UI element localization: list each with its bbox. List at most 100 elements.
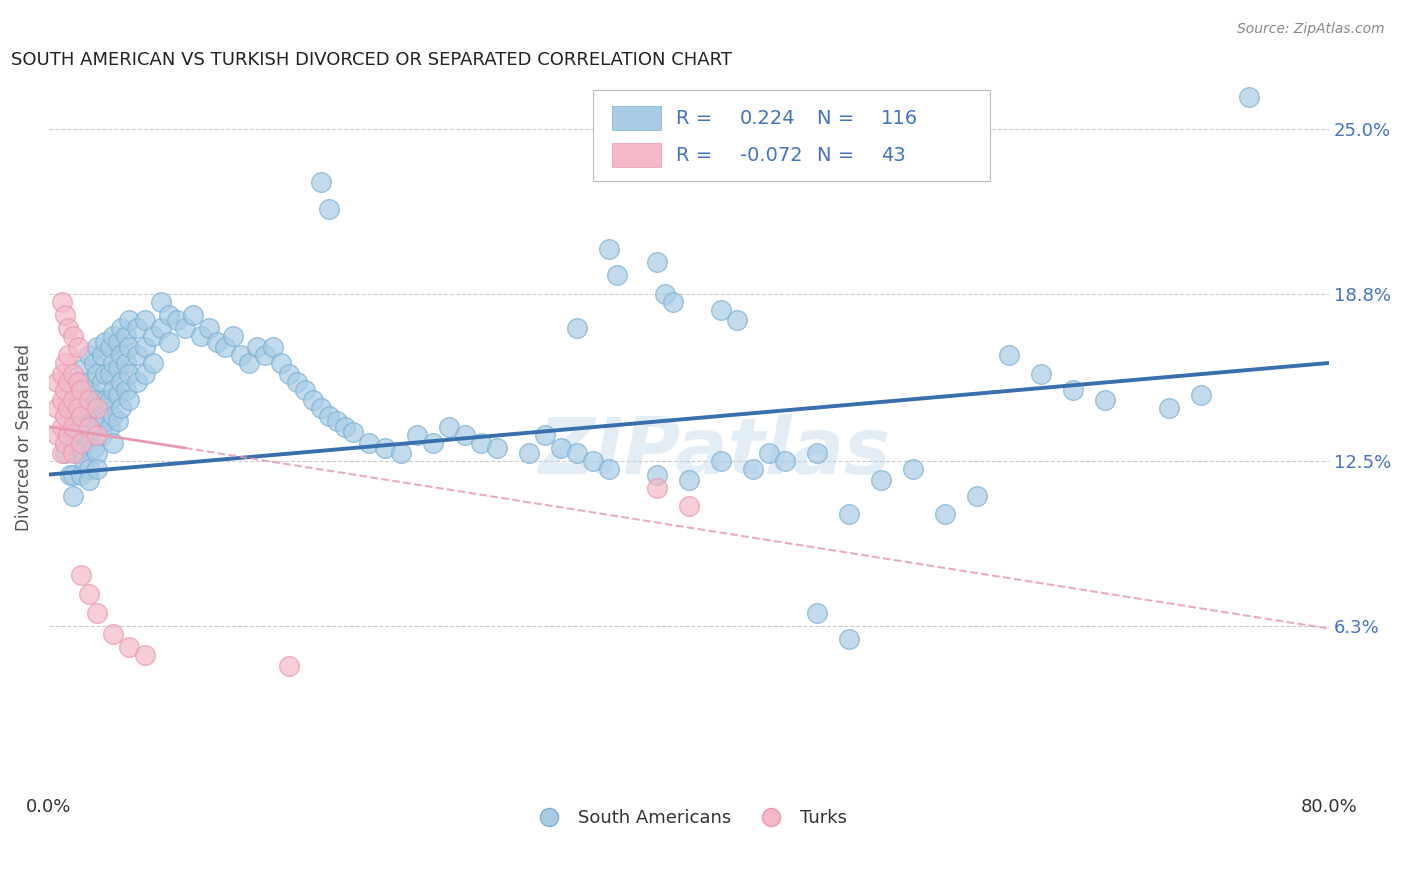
Point [966, 489, 988, 503]
Point [73, 454, 96, 468]
Point [134, 340, 156, 354]
Point [56, 348, 79, 362]
Point [53, 409, 76, 423]
Point [598, 462, 620, 476]
Point [110, 321, 132, 335]
Point [114, 329, 136, 343]
Point [107, 361, 129, 376]
Point [101, 329, 124, 343]
Point [517, 446, 540, 460]
Point [662, 294, 685, 309]
Text: R =: R = [676, 109, 718, 128]
Point [645, 467, 668, 482]
Point [51, 367, 73, 381]
Point [166, 313, 188, 327]
Text: R =: R = [676, 146, 718, 165]
Point [125, 321, 148, 335]
Point [98, 393, 121, 408]
Point [70, 414, 93, 428]
Point [94, 393, 117, 408]
Point [101, 435, 124, 450]
Point [62, 419, 84, 434]
Point [318, 409, 340, 423]
Point [125, 375, 148, 389]
Point [73, 361, 96, 376]
Point [77, 419, 100, 434]
Point [598, 242, 620, 256]
Point [678, 473, 700, 487]
Point [342, 425, 364, 439]
Point [77, 393, 100, 408]
Point [1094, 393, 1116, 408]
Point [1237, 90, 1260, 104]
Point [86, 446, 108, 460]
Point [742, 462, 765, 476]
Point [86, 340, 108, 354]
Point [70, 441, 93, 455]
Point [110, 375, 132, 389]
Point [285, 375, 308, 389]
Point [278, 658, 301, 673]
Point [94, 367, 117, 381]
Point [94, 414, 117, 428]
Point [90, 401, 112, 416]
Text: 43: 43 [882, 146, 905, 165]
Point [101, 409, 124, 423]
Point [56, 375, 79, 389]
Point [725, 313, 748, 327]
Point [710, 454, 733, 468]
Point [125, 348, 148, 362]
Point [66, 375, 89, 389]
Point [253, 348, 276, 362]
Point [77, 587, 100, 601]
Point [70, 568, 93, 582]
Point [83, 356, 105, 370]
Point [389, 446, 412, 460]
Point [53, 356, 76, 370]
Point [101, 627, 124, 641]
FancyBboxPatch shape [612, 144, 661, 168]
Point [174, 321, 197, 335]
Point [101, 356, 124, 370]
Point [678, 500, 700, 514]
Point [550, 441, 572, 455]
Point [582, 454, 605, 468]
Point [838, 632, 860, 647]
Point [758, 446, 780, 460]
Point [86, 393, 108, 408]
Point [66, 340, 89, 354]
Point [101, 383, 124, 397]
Point [53, 308, 76, 322]
Point [77, 435, 100, 450]
Text: ZIPatlas: ZIPatlas [538, 414, 890, 490]
Point [51, 294, 73, 309]
Point [214, 340, 236, 354]
Point [246, 340, 269, 354]
Point [90, 427, 112, 442]
Point [205, 334, 228, 349]
Point [107, 388, 129, 402]
Point [806, 606, 828, 620]
Point [110, 348, 132, 362]
Point [46, 375, 69, 389]
Point [110, 401, 132, 416]
Point [90, 375, 112, 389]
Point [98, 340, 121, 354]
Text: SOUTH AMERICAN VS TURKISH DIVORCED OR SEPARATED CORRELATION CHART: SOUTH AMERICAN VS TURKISH DIVORCED OR SE… [11, 51, 731, 69]
Point [1157, 401, 1180, 416]
Point [62, 441, 84, 455]
Point [302, 393, 325, 408]
Point [606, 268, 628, 283]
Point [62, 329, 84, 343]
Point [77, 462, 100, 476]
Point [70, 383, 93, 397]
Point [94, 334, 117, 349]
Point [118, 640, 141, 655]
Point [406, 427, 429, 442]
Point [66, 414, 89, 428]
Point [77, 375, 100, 389]
Point [86, 401, 108, 416]
Point [114, 356, 136, 370]
Point [46, 427, 69, 442]
Point [86, 427, 108, 442]
